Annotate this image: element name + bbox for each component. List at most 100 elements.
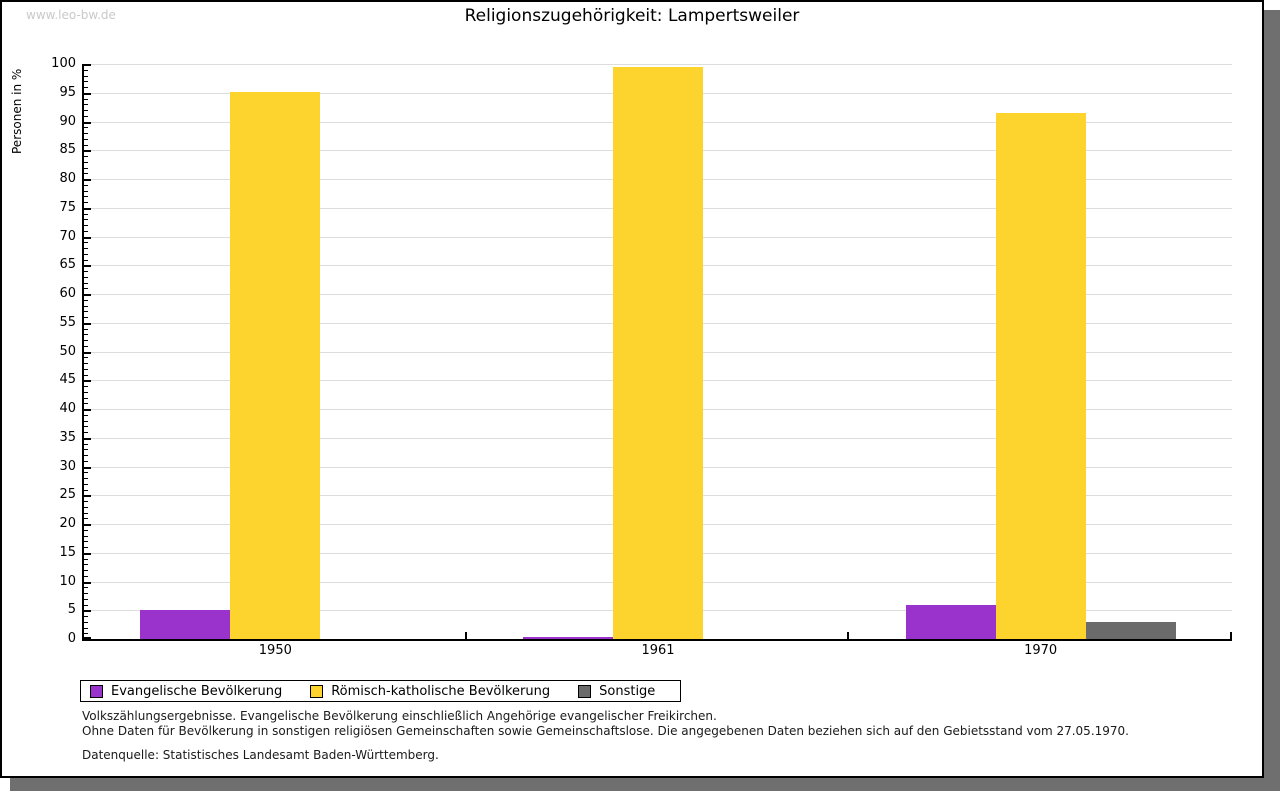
y-tick-minor-78 (84, 190, 88, 192)
y-tick-major-100 (84, 64, 91, 66)
bar-sonstige-1970 (1085, 622, 1176, 639)
y-tick-major-30 (84, 466, 91, 469)
data-source-line: Datenquelle: Statistisches Landesamt Bad… (82, 748, 439, 762)
y-tick-label-65: 65 (59, 257, 76, 273)
x-axis-boundary-tick-2 (847, 632, 850, 639)
x-axis-boundary-tick-3 (1230, 632, 1232, 639)
y-tick-minor-53 (84, 334, 88, 336)
y-tick-minor-54 (84, 328, 88, 330)
y-tick-major-80 (84, 179, 91, 181)
y-tick-label-0: 0 (67, 631, 76, 646)
y-tick-minor-29 (84, 472, 88, 474)
legend-swatch-katholisch (310, 684, 324, 698)
y-tick-major-40 (84, 409, 91, 411)
y-tick-minor-96 (84, 87, 88, 88)
x-tick-label-1950: 1950 (258, 643, 292, 658)
y-tick-minor-1 (84, 633, 88, 635)
y-tick-minor-51 (84, 345, 88, 347)
y-tick-minor-7 (84, 598, 88, 600)
y-tick-major-15 (84, 552, 91, 555)
y-tick-minor-91 (84, 115, 88, 117)
bar-evangelisch-1970 (905, 605, 996, 639)
y-tick-minor-59 (84, 299, 88, 301)
y-tick-minor-72 (84, 225, 88, 226)
y-tick-minor-94 (84, 98, 88, 100)
y-tick-minor-93 (84, 104, 88, 106)
y-tick-minor-17 (84, 541, 88, 543)
y-tick-minor-52 (84, 340, 88, 341)
y-tick-major-95 (84, 92, 91, 95)
y-tick-minor-11 (84, 575, 88, 577)
y-tick-label-45: 45 (59, 372, 76, 388)
y-tick-minor-23 (84, 506, 88, 508)
y-tick-minor-8 (84, 593, 88, 594)
y-tick-minor-3 (84, 621, 88, 623)
legend-item-evangelisch: Evangelische Bevölkerung (90, 684, 282, 699)
y-tick-minor-47 (84, 368, 88, 370)
y-axis-title: Personen in % (10, 68, 24, 154)
legend-item-sonstige: Sonstige (578, 684, 655, 699)
y-tick-minor-98 (84, 75, 88, 77)
y-tick-major-85 (84, 150, 91, 153)
y-tick-minor-67 (84, 253, 88, 255)
footnotes: Volkszählungsergebnisse. Evangelische Be… (82, 709, 1129, 738)
y-tick-major-70 (84, 236, 91, 239)
y-tick-major-10 (84, 581, 91, 584)
y-tick-minor-97 (84, 81, 88, 83)
y-tick-minor-26 (84, 489, 88, 491)
y-tick-major-0 (84, 637, 91, 639)
y-tick-label-55: 55 (59, 314, 76, 330)
y-tick-minor-42 (84, 397, 88, 399)
y-tick-minor-39 (84, 414, 88, 416)
y-tick-minor-79 (84, 184, 88, 186)
y-tick-minor-24 (84, 501, 88, 502)
bar-katholisch-1961 (613, 66, 703, 639)
legend-label-katholisch: Römisch-katholische Bevölkerung (331, 683, 551, 699)
y-tick-minor-88 (84, 133, 88, 134)
y-tick-minor-37 (84, 426, 88, 428)
bar-katholisch-1950 (230, 91, 321, 639)
legend-item-katholisch: Römisch-katholische Bevölkerung (310, 684, 550, 699)
y-tick-minor-2 (84, 627, 88, 629)
y-tick-minor-34 (84, 443, 88, 445)
y-tick-minor-92 (84, 110, 88, 111)
y-tick-minor-84 (84, 156, 88, 157)
y-tick-minor-14 (84, 558, 88, 560)
y-tick-minor-49 (84, 357, 88, 359)
y-tick-label-40: 40 (59, 401, 76, 416)
legend-label-evangelisch: Evangelische Bevölkerung (111, 683, 283, 699)
y-tick-minor-6 (84, 604, 88, 606)
y-tick-minor-61 (84, 288, 88, 290)
y-tick-minor-71 (84, 230, 88, 232)
y-tick-major-90 (84, 121, 91, 124)
y-tick-minor-41 (84, 403, 88, 405)
bar-evangelisch-1961 (523, 636, 613, 639)
y-tick-minor-74 (84, 213, 88, 215)
y-tick-label-35: 35 (59, 429, 76, 445)
y-tick-minor-43 (84, 391, 88, 393)
y-tick-minor-31 (84, 460, 88, 462)
y-tick-label-15: 15 (59, 544, 76, 560)
y-tick-minor-38 (84, 420, 88, 422)
y-tick-minor-69 (84, 242, 88, 244)
y-tick-minor-22 (84, 512, 88, 514)
x-tick-label-1970: 1970 (1024, 643, 1058, 658)
y-tick-minor-89 (84, 127, 88, 129)
y-tick-minor-56 (84, 317, 88, 318)
y-tick-major-20 (84, 524, 91, 526)
y-tick-minor-16 (84, 547, 88, 548)
y-tick-minor-73 (84, 219, 88, 221)
chart-title: Religionszugehörigkeit: Lampertsweiler (464, 6, 800, 26)
legend-swatch-sonstige (578, 684, 592, 698)
y-tick-label-70: 70 (59, 228, 76, 244)
y-tick-minor-32 (84, 455, 88, 456)
y-tick-major-25 (84, 495, 91, 498)
y-tick-minor-13 (84, 564, 88, 566)
x-tick-label-1961: 1961 (641, 643, 675, 658)
y-tick-minor-19 (84, 529, 88, 531)
y-tick-minor-44 (84, 386, 88, 387)
y-tick-major-65 (84, 265, 91, 268)
y-tick-minor-81 (84, 173, 88, 175)
y-tick-label-5: 5 (67, 602, 76, 618)
y-tick-label-90: 90 (59, 113, 76, 129)
